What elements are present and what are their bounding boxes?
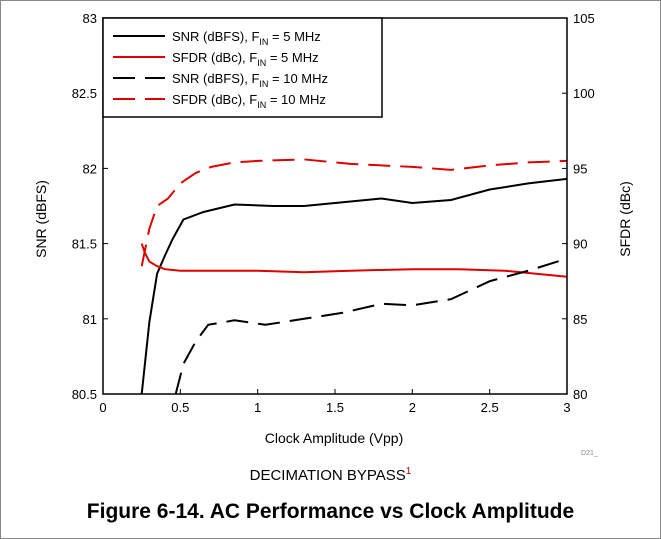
y-right-tick-label: 105 bbox=[573, 11, 595, 26]
y-left-tick-label: 83 bbox=[83, 11, 97, 26]
y-left-tick-label: 81.5 bbox=[72, 237, 97, 252]
legend-label-3: SNR (dBFS), FIN = 10 MHz bbox=[172, 71, 328, 89]
x-tick-label: 3 bbox=[563, 400, 570, 415]
series-line-3 bbox=[174, 257, 567, 394]
y-left-tick-label: 80.5 bbox=[72, 387, 97, 402]
y-axis-right-label: SFDR (dBc) bbox=[617, 181, 633, 256]
chart: 0 0.5 1 1.5 2 2.5 3 80.5 81 81.5 82 82.5 83 80 85 90 95 1… bbox=[33, 11, 633, 457]
y-left-tick-label: 82.5 bbox=[72, 86, 97, 101]
y-left-tick-label: 82 bbox=[83, 161, 97, 176]
series-line-4 bbox=[140, 158, 567, 267]
legend-label-2: SFDR (dBc), FIN = 5 MHz bbox=[172, 50, 319, 68]
legend: SNR (dBFS), FIN = 5 MHz SFDR (dBc), FIN =… bbox=[102, 17, 383, 118]
x-tick-label: 2.5 bbox=[481, 400, 499, 415]
x-tick-label: 2 bbox=[409, 400, 416, 415]
legend-label-1: SNR (dBFS), FIN = 5 MHz bbox=[172, 29, 321, 47]
x-tick-label: 0.5 bbox=[171, 400, 189, 415]
y-right-tick-label: 85 bbox=[573, 312, 587, 327]
subcaption-text: DECIMATION BYPASS bbox=[249, 467, 406, 484]
subcaption: DECIMATION BYPASS1 bbox=[0, 466, 661, 484]
y-right-tick-label: 100 bbox=[573, 86, 595, 101]
legend-label-4: SFDR (dBc), FIN = 10 MHz bbox=[172, 92, 326, 110]
figure-code-label: D21_ bbox=[581, 450, 598, 457]
y-right-tick-label: 95 bbox=[573, 161, 587, 176]
x-tick-label: 0 bbox=[99, 400, 106, 415]
y-right-tick-label: 80 bbox=[573, 387, 587, 402]
series-line-1 bbox=[140, 177, 567, 394]
x-tick-label: 1.5 bbox=[326, 400, 344, 415]
subcaption-footnote-ref[interactable]: 1 bbox=[405, 466, 412, 477]
axes: 0 0.5 1 1.5 2 2.5 3 80.5 81 81.5 82 82.5 83 80 85 90 95 1… bbox=[72, 11, 595, 415]
series-line-2 bbox=[140, 243, 567, 278]
y-axis-left-label: SNR (dBFS) bbox=[33, 180, 49, 258]
plot-area bbox=[140, 158, 567, 394]
series-lines bbox=[140, 158, 567, 394]
x-tick-label: 1 bbox=[254, 400, 261, 415]
x-axis-label: Clock Amplitude (Vpp) bbox=[265, 430, 404, 446]
legend-box bbox=[102, 17, 383, 118]
y-left-tick-label: 81 bbox=[83, 312, 97, 327]
y-right-tick-label: 90 bbox=[573, 237, 587, 252]
figure-caption: Figure 6-14. AC Performance vs Clock Amp… bbox=[86, 500, 575, 523]
